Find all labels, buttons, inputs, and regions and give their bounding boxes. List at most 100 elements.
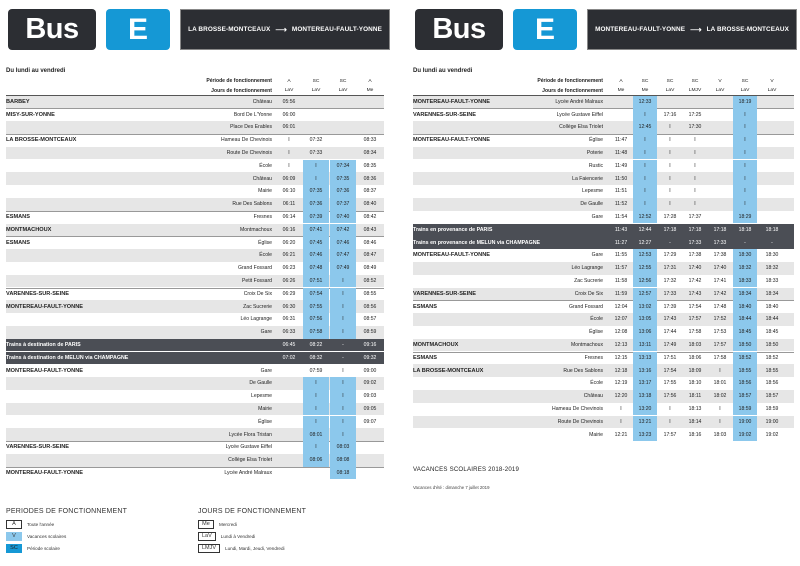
time-cell: 13:06	[633, 325, 657, 339]
time-cell: 11:43	[614, 226, 628, 233]
time-cell: 18:59	[765, 406, 779, 413]
stop-name: Lycée Gustave Eiffel	[556, 111, 603, 118]
time-cell: I	[633, 197, 657, 211]
time-cell: I	[330, 325, 356, 339]
time-cell: I	[330, 389, 356, 403]
table-row: MONTEREAU-FAULT-YONNE Lycée André Malraux…	[6, 466, 384, 480]
time-cell	[708, 172, 732, 185]
time-cell	[276, 441, 302, 454]
time-cell: 18:29	[733, 210, 757, 224]
time-cell: 18:03	[688, 342, 702, 349]
time-cell: 12:19	[614, 380, 628, 387]
stop-name: De Gaulle	[580, 201, 603, 208]
time-cell	[708, 96, 732, 109]
time-cell: 11:52	[614, 201, 628, 208]
stop-name: Gare	[260, 367, 272, 374]
time-cell: 17:42	[688, 278, 702, 285]
time-cell: 17:33	[688, 239, 702, 246]
time-cell: I	[288, 162, 290, 169]
time-cell	[658, 96, 682, 109]
period-code: SC	[666, 78, 674, 84]
stop-name: Poterie	[586, 150, 603, 157]
header-divider	[413, 94, 794, 96]
time-cell: 11:27	[614, 239, 628, 246]
time-cell: 08:37	[363, 188, 377, 195]
time-cell: 17:56	[663, 393, 677, 400]
table-row: BARBEY Château 05:56	[6, 95, 384, 109]
time-cell: 08:52	[363, 278, 377, 285]
time-cell: I	[330, 300, 356, 314]
time-cell: 08:36	[363, 175, 377, 182]
table-row: MONTMACHOUX Montmachoux 06:16 07:41 07:42 08:…	[6, 223, 384, 237]
vacances-note: Vacances d'été : dimanche 7 juillet 2019	[413, 485, 490, 490]
time-cell: 18:01	[713, 380, 727, 387]
legend-days: JOURS DE FONCTIONNEMENT Me Mercredi LaV Lu…	[198, 508, 306, 554]
header-label: Jours de fonctionnement	[542, 87, 603, 94]
time-cell: 06:16	[282, 226, 296, 233]
time-cell: 13:11	[633, 338, 657, 352]
table-row: Zac Sucrerie 11:58 12:56 17:32 17:42 17:41 18:…	[413, 274, 794, 288]
table-row: École 12:19 13:17 17:55 18:10 18:01 18:56 18:56	[413, 377, 794, 390]
time-cell	[708, 211, 732, 224]
time-cell: 06:10	[282, 188, 296, 195]
time-cell: I	[733, 172, 757, 186]
time-cell: 08:42	[363, 214, 377, 221]
table-row: Château 06:09 I 07:35 08:36	[6, 172, 384, 186]
time-cell: 07:48	[303, 261, 329, 275]
time-cell: 18:06	[688, 354, 702, 361]
time-cell: 07:36	[303, 197, 329, 211]
table-row: Petit Fossard 06:26 07:51 I 08:52	[6, 274, 384, 288]
legend-item: V Vacances scolaires	[6, 530, 127, 542]
train-connection-row: Trains en provenance de PARIS 11:43 12:44 1…	[413, 223, 794, 237]
table-header-row: Période de fonctionnement A SC SC A	[6, 75, 384, 88]
stop-name: Église	[258, 239, 272, 246]
route-header: Bus E LA BROSSE-MONTCEAUX ⟶ MONTEREAU-FA…	[8, 9, 390, 50]
time-cell: I	[330, 377, 356, 390]
table-row: Hameau De Chevinois I 13:20 I 18:13 I 18:59 18:…	[413, 402, 794, 416]
table-row: ESMANS Fresnes 06:14 07:39 07:40 08:42	[6, 210, 384, 224]
time-cell: 06:26	[282, 278, 296, 285]
time-cell: 09:05	[363, 406, 377, 413]
time-cell: 06:33	[282, 329, 296, 336]
time-cell: 08:03	[330, 441, 356, 454]
time-cell: 18:45	[733, 325, 757, 339]
days-code: Me	[617, 88, 625, 94]
days-code: LaV	[665, 88, 675, 94]
time-cell: I	[669, 406, 671, 413]
table-header-row: Jours de fonctionnement Me Me LaV LMJV LaV LaV…	[413, 85, 794, 98]
table-row: MONTEREAU-FAULT-YONNE Gare 07:59 I 09:00	[6, 364, 384, 377]
time-cell: 11:57	[614, 265, 628, 272]
time-cell: I	[303, 415, 329, 429]
time-cell: I	[303, 159, 329, 173]
time-cell: 19:00	[733, 415, 757, 429]
time-cell: 17:40	[713, 265, 727, 272]
stop-name: Croix De Six	[243, 290, 272, 297]
time-cell: 18:55	[765, 367, 779, 374]
period-code: SC	[339, 78, 347, 84]
time-cell: 07:58	[303, 325, 329, 339]
time-cell: 18:10	[688, 380, 702, 387]
time-cell: 18:57	[733, 389, 757, 403]
time-cell: I	[694, 150, 696, 157]
time-cell	[708, 185, 732, 198]
time-cell	[357, 96, 383, 109]
time-cell: I	[620, 406, 622, 413]
period-code: SC	[641, 78, 649, 84]
time-cell: 07:32	[309, 137, 323, 144]
time-cell: 17:57	[663, 431, 677, 438]
legend-label: Lundi à Vendredi	[220, 533, 256, 539]
time-cell: 18:55	[733, 364, 757, 378]
time-cell: 18:44	[765, 316, 779, 323]
table-row: LA BROSSE-MONTCEAUX Hameau De Chevinois I 0…	[6, 134, 384, 147]
time-cell: 07:47	[330, 249, 356, 262]
time-cell: 18:30	[765, 252, 779, 259]
time-cell: I	[694, 137, 696, 144]
time-cell	[760, 96, 784, 109]
legend-code: V	[6, 531, 22, 541]
time-cell: 18:45	[765, 329, 779, 336]
time-cell: 18:33	[765, 278, 779, 285]
period-code: A	[287, 78, 291, 84]
time-cell: 08:01	[303, 428, 329, 442]
stop-name: Lycée Gustave Eiffel	[225, 444, 272, 451]
time-cell: I	[669, 188, 671, 195]
